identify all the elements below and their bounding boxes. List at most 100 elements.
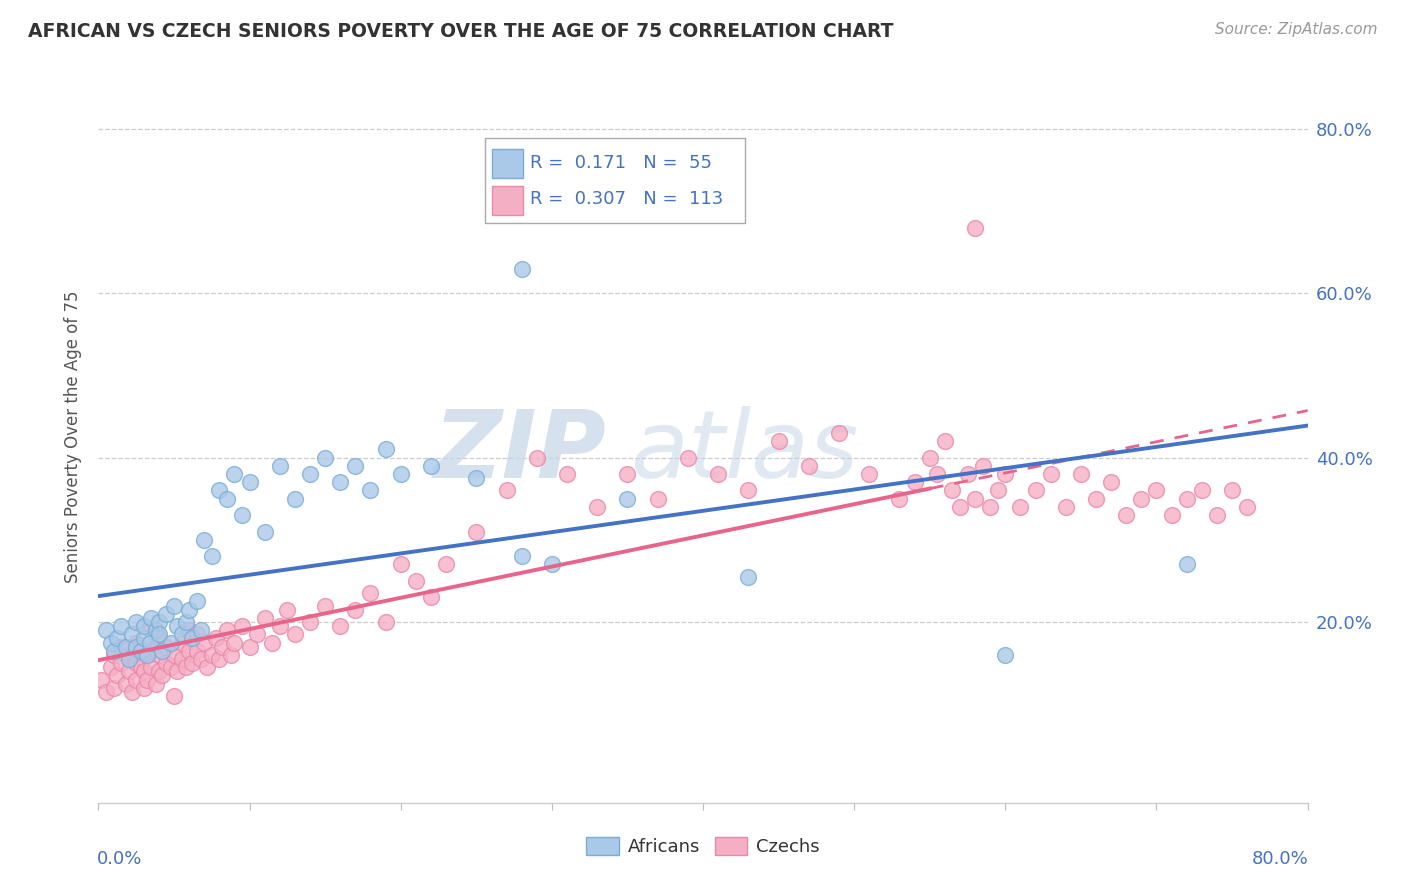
Point	[125, 640, 148, 654]
Point	[186, 594, 208, 608]
Point	[148, 627, 170, 641]
Point	[155, 607, 177, 621]
Point	[100, 635, 122, 649]
Point	[125, 635, 148, 649]
Point	[797, 458, 820, 473]
Point	[166, 619, 188, 633]
Point	[329, 619, 352, 633]
Point	[155, 640, 177, 654]
Point	[927, 467, 949, 481]
Point	[193, 635, 215, 649]
Point	[118, 665, 141, 679]
Point	[132, 619, 155, 633]
Point	[949, 500, 972, 514]
Text: R =  0.307   N =  113: R = 0.307 N = 113	[530, 190, 723, 208]
Point	[420, 591, 443, 605]
Point	[239, 640, 262, 654]
Point	[889, 491, 911, 506]
Point	[181, 632, 204, 646]
Point	[956, 467, 979, 481]
Point	[918, 450, 941, 465]
Point	[405, 574, 427, 588]
Point	[231, 508, 253, 523]
Point	[510, 549, 533, 564]
Point	[1010, 500, 1032, 514]
Point	[1236, 500, 1258, 514]
Point	[1070, 467, 1092, 481]
Point	[965, 220, 987, 235]
Point	[105, 632, 128, 646]
Point	[195, 660, 218, 674]
Point	[141, 611, 163, 625]
Point	[208, 652, 231, 666]
Point	[1206, 508, 1229, 523]
Point	[510, 261, 533, 276]
Point	[141, 644, 163, 658]
Point	[434, 558, 457, 572]
Y-axis label: Seniors Poverty Over the Age of 75: Seniors Poverty Over the Age of 75	[65, 291, 83, 583]
Point	[114, 676, 136, 690]
Point	[1054, 500, 1077, 514]
Point	[148, 632, 170, 646]
Point	[94, 685, 117, 699]
Point	[174, 660, 197, 674]
Point	[941, 483, 963, 498]
Point	[1115, 508, 1137, 523]
Point	[276, 602, 298, 616]
Point	[994, 648, 1017, 662]
Point	[737, 570, 759, 584]
Point	[135, 673, 157, 687]
Point	[110, 656, 132, 670]
Point	[979, 500, 1001, 514]
Point	[105, 668, 128, 682]
Point	[94, 624, 117, 638]
Point	[186, 644, 208, 658]
Point	[647, 491, 669, 506]
Point	[526, 450, 548, 465]
Point	[231, 619, 253, 633]
Point	[616, 467, 638, 481]
Text: Source: ZipAtlas.com: Source: ZipAtlas.com	[1215, 22, 1378, 37]
Point	[100, 660, 122, 674]
Point	[121, 685, 143, 699]
Point	[181, 656, 204, 670]
Point	[1144, 483, 1167, 498]
Point	[314, 599, 336, 613]
Point	[1160, 508, 1182, 523]
Point	[299, 615, 322, 629]
Point	[148, 665, 170, 679]
Point	[676, 450, 699, 465]
Point	[374, 442, 396, 457]
Point	[90, 673, 112, 687]
Point	[965, 491, 987, 506]
Point	[465, 471, 488, 485]
Point	[129, 660, 152, 674]
Point	[269, 619, 291, 633]
Point	[253, 611, 276, 625]
Point	[314, 450, 336, 465]
Point	[141, 660, 163, 674]
Point	[160, 660, 183, 674]
Text: ZIP: ZIP	[433, 406, 606, 498]
Text: 80.0%: 80.0%	[1251, 850, 1309, 868]
Point	[904, 475, 927, 490]
Point	[374, 615, 396, 629]
Point	[132, 681, 155, 695]
Point	[125, 656, 148, 670]
Text: 0.0%: 0.0%	[97, 850, 142, 868]
Point	[174, 615, 197, 629]
Point	[114, 640, 136, 654]
Point	[1085, 491, 1108, 506]
Point	[465, 524, 488, 539]
Point	[193, 533, 215, 547]
Point	[221, 648, 243, 662]
Point	[163, 689, 186, 703]
Text: AFRICAN VS CZECH SENIORS POVERTY OVER THE AGE OF 75 CORRELATION CHART: AFRICAN VS CZECH SENIORS POVERTY OVER TH…	[28, 22, 894, 41]
Point	[329, 475, 352, 490]
Point	[166, 665, 188, 679]
Point	[1039, 467, 1062, 481]
Point	[828, 425, 851, 440]
Point	[211, 640, 233, 654]
Point	[246, 627, 269, 641]
Point	[179, 602, 201, 616]
